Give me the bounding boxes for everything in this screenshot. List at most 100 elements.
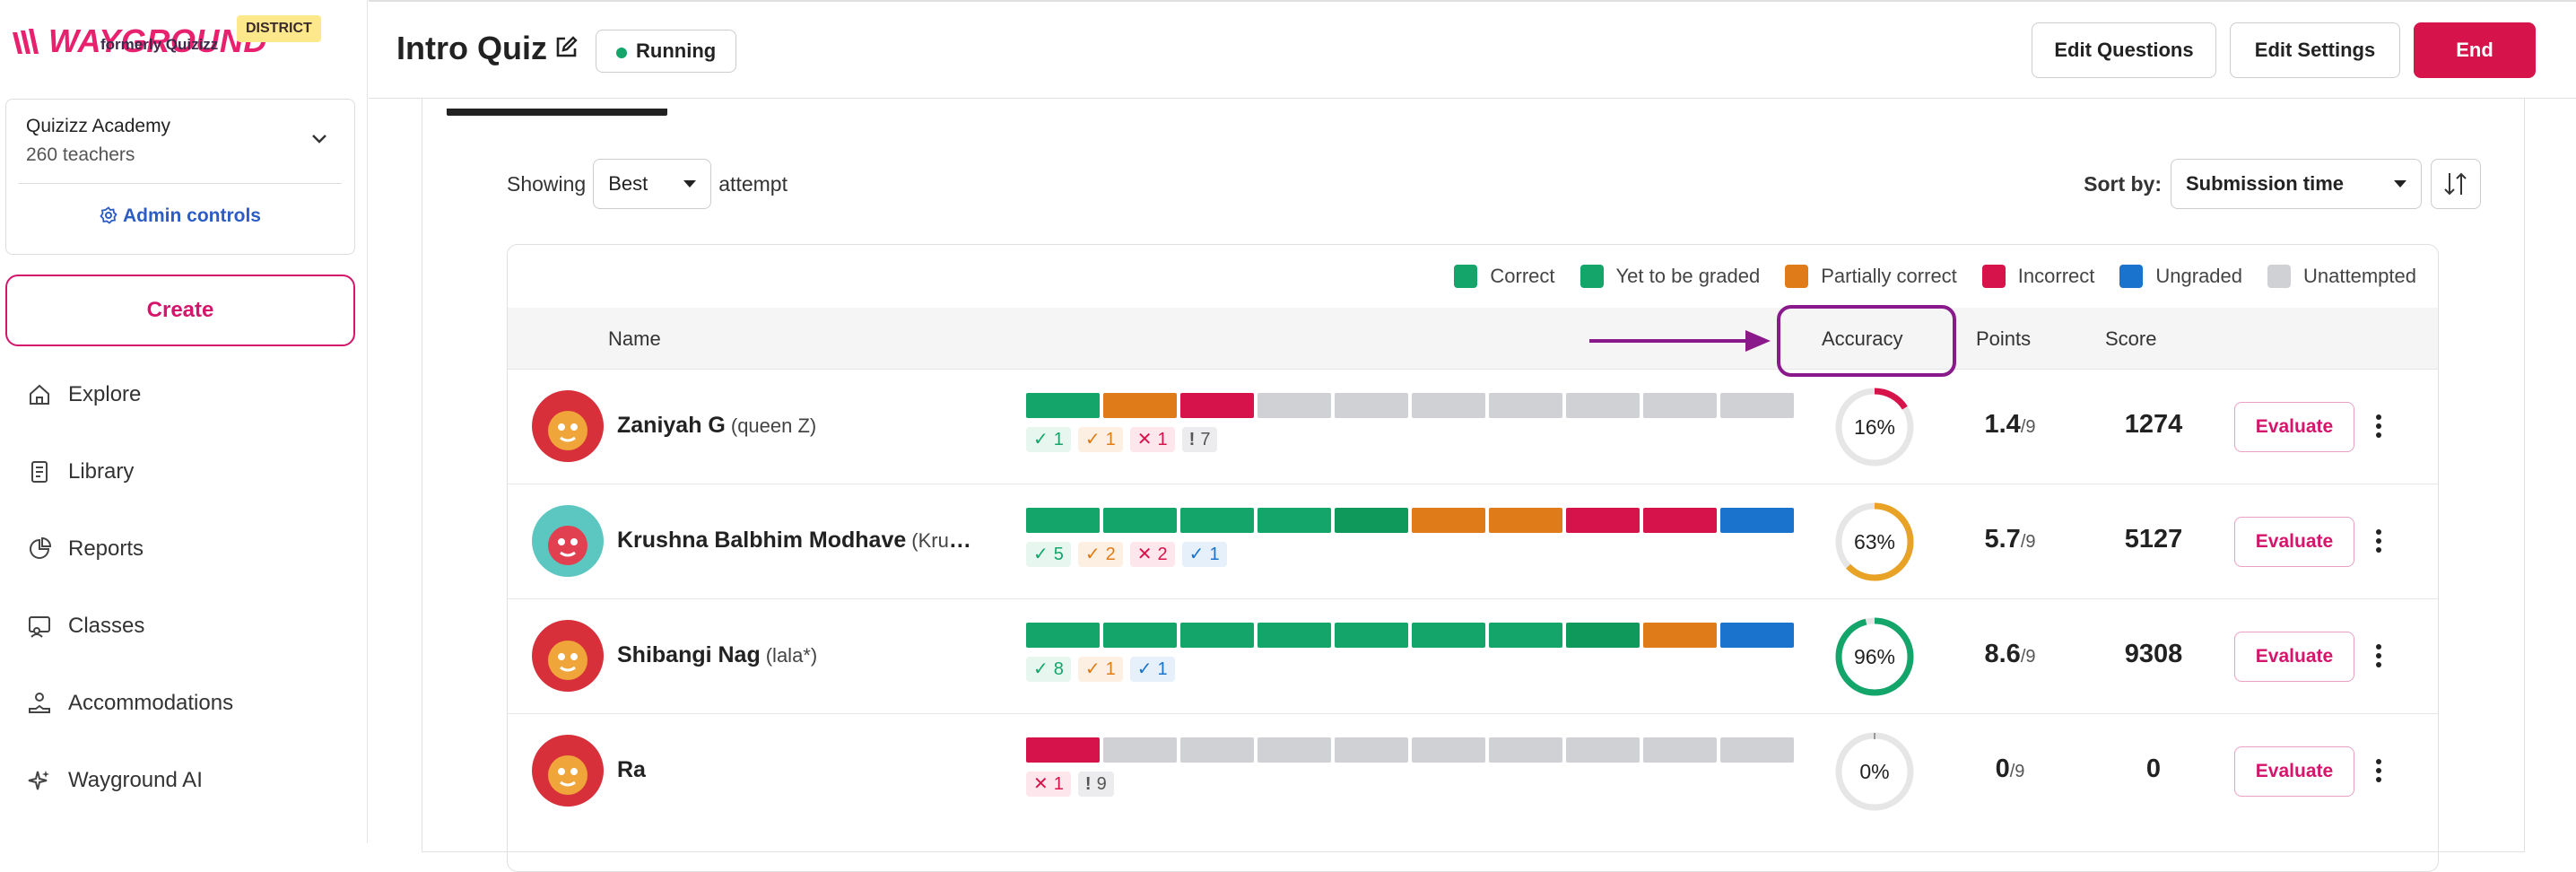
question-segment[interactable] (1566, 623, 1640, 648)
col-points-header[interactable]: Points (1976, 327, 2032, 350)
points-earned: 1.4 (1984, 410, 2021, 439)
student-name[interactable]: Shibangi Nag (lala*) (617, 642, 817, 668)
question-segment[interactable] (1643, 393, 1717, 418)
question-segment[interactable] (1103, 508, 1177, 533)
evaluate-button[interactable]: Evaluate (2234, 746, 2354, 797)
question-segment[interactable] (1720, 737, 1794, 763)
reports-icon (30, 536, 52, 559)
question-segment[interactable] (1643, 737, 1717, 763)
legend-item: Correct (1454, 265, 1555, 288)
question-segment[interactable] (1412, 737, 1485, 763)
question-segment[interactable] (1335, 393, 1408, 418)
table-row[interactable]: Shibangi Nag (lala*) ✓ 8 ✓ 1 ✓ 1 96% 8.6/9 9308 Eva… (508, 598, 2438, 713)
create-button[interactable]: Create (5, 275, 355, 346)
question-segment[interactable] (1720, 393, 1794, 418)
question-segment[interactable] (1412, 393, 1485, 418)
sidebar-item-reports[interactable]: Reports (27, 536, 144, 562)
question-segment[interactable] (1026, 737, 1100, 763)
org-teacher-count: 260 teachers (26, 144, 135, 165)
question-segment[interactable] (1026, 393, 1100, 418)
question-segment[interactable] (1180, 393, 1254, 418)
question-segment[interactable] (1566, 508, 1640, 533)
chip-count: 2 (1157, 545, 1168, 564)
question-segment[interactable] (1335, 623, 1408, 648)
wayground-logo[interactable]: WAYGROUND (11, 25, 267, 57)
attempt-select[interactable]: Best (593, 159, 712, 209)
evaluate-button[interactable]: Evaluate (2234, 632, 2354, 682)
summary-chip: ✓ 8 (1026, 657, 1071, 682)
evaluate-button[interactable]: Evaluate (2234, 517, 2354, 567)
question-segment[interactable] (1103, 623, 1177, 648)
summary-chip: ✓ 1 (1026, 427, 1071, 452)
question-segment[interactable] (1103, 737, 1177, 763)
chevron-down-icon[interactable] (311, 134, 327, 144)
summary-chip: ✓ 1 (1077, 657, 1123, 682)
question-segment[interactable] (1335, 508, 1408, 533)
legend-swatch (1981, 265, 2006, 288)
question-segment[interactable] (1180, 737, 1254, 763)
question-segment[interactable] (1103, 393, 1177, 418)
question-segment[interactable] (1026, 623, 1100, 648)
more-options-icon[interactable] (2373, 642, 2384, 669)
edit-settings-button[interactable]: Edit Settings (2230, 22, 2400, 78)
edit-questions-button[interactable]: Edit Questions (2032, 22, 2216, 78)
sidebar-item-accommodations[interactable]: Accommodations (27, 691, 233, 716)
org-name: Quizizz Academy (26, 116, 171, 136)
question-segment[interactable] (1335, 737, 1408, 763)
student-name[interactable]: Zaniyah G (queen Z) (617, 413, 816, 439)
question-segment[interactable] (1412, 508, 1485, 533)
admin-controls-link[interactable]: Admin controls (6, 205, 354, 227)
logo-mark-icon (13, 29, 39, 54)
table-row[interactable]: Krushna Balbhim Modhave(Krushna)✓5✓2✕2✓1… (508, 484, 2438, 598)
question-segment[interactable] (1566, 737, 1640, 763)
student-name[interactable]: Krushna Balbhim Modhave(Krushna) (617, 528, 976, 554)
more-options-icon[interactable] (2373, 528, 2384, 554)
question-segment[interactable] (1566, 393, 1640, 418)
question-segment[interactable] (1180, 508, 1254, 533)
chip-count: 2 (1105, 545, 1116, 564)
avatar (531, 619, 605, 693)
sort-select[interactable]: Submission time (2171, 159, 2422, 209)
question-segment[interactable] (1180, 623, 1254, 648)
question-segment[interactable] (1643, 623, 1717, 648)
evaluate-button[interactable]: Evaluate (2234, 402, 2354, 452)
legend-item: Incorrect (1981, 265, 2094, 288)
chip-glyph: ✓ (1188, 545, 1205, 564)
question-progress-bar (1026, 623, 1797, 648)
question-segment[interactable] (1412, 623, 1485, 648)
sidebar-item-classes[interactable]: Classes (27, 614, 144, 639)
question-segment[interactable] (1720, 508, 1794, 533)
student-name[interactable]: Ra (617, 757, 646, 783)
question-segment[interactable] (1489, 393, 1562, 418)
logo-wordmark: WAYGROUND (48, 22, 267, 59)
question-segment[interactable] (1258, 623, 1331, 648)
col-score-header[interactable]: Score (2105, 327, 2157, 350)
organization-card: Quizizz Academy 260 teachers Admin contr… (5, 99, 355, 255)
sidebar-item-label: Explore (68, 382, 142, 406)
table-row[interactable]: Ra ✕ 1! 9 0% 0/9 0 Evaluate (508, 713, 2438, 828)
question-segment[interactable] (1258, 393, 1331, 418)
sort-direction-button[interactable] (2431, 159, 2481, 209)
sidebar-item-library[interactable]: Library (27, 459, 134, 484)
question-segment[interactable] (1489, 623, 1562, 648)
question-segment[interactable] (1489, 508, 1562, 533)
sidebar-item-explore[interactable]: Explore (27, 382, 141, 407)
question-segment[interactable] (1643, 508, 1717, 533)
question-segment[interactable] (1720, 623, 1794, 648)
more-options-icon[interactable] (2373, 757, 2384, 784)
chip-count: 7 (1200, 430, 1211, 449)
col-accuracy-header[interactable]: Accuracy (1822, 327, 1903, 350)
question-segment[interactable] (1258, 508, 1331, 533)
accuracy-ring (1835, 388, 1914, 467)
more-options-icon[interactable] (2373, 413, 2384, 440)
question-segment[interactable] (1258, 737, 1331, 763)
edit-icon[interactable] (553, 34, 579, 61)
end-button[interactable]: End (2414, 22, 2536, 78)
sort-order-icon (2444, 172, 2467, 196)
question-segment[interactable] (1026, 508, 1100, 533)
question-segment[interactable] (1489, 737, 1562, 763)
table-row[interactable]: Zaniyah G (queen Z) ✓ 1 ✓ 1 ✕ 1! 7 16% 1.4/9 1274 Ev… (508, 369, 2438, 484)
classes-icon (29, 616, 50, 638)
caret-down-icon (2394, 180, 2406, 187)
sidebar-item-wayground-ai[interactable]: Wayground AI (27, 768, 203, 793)
